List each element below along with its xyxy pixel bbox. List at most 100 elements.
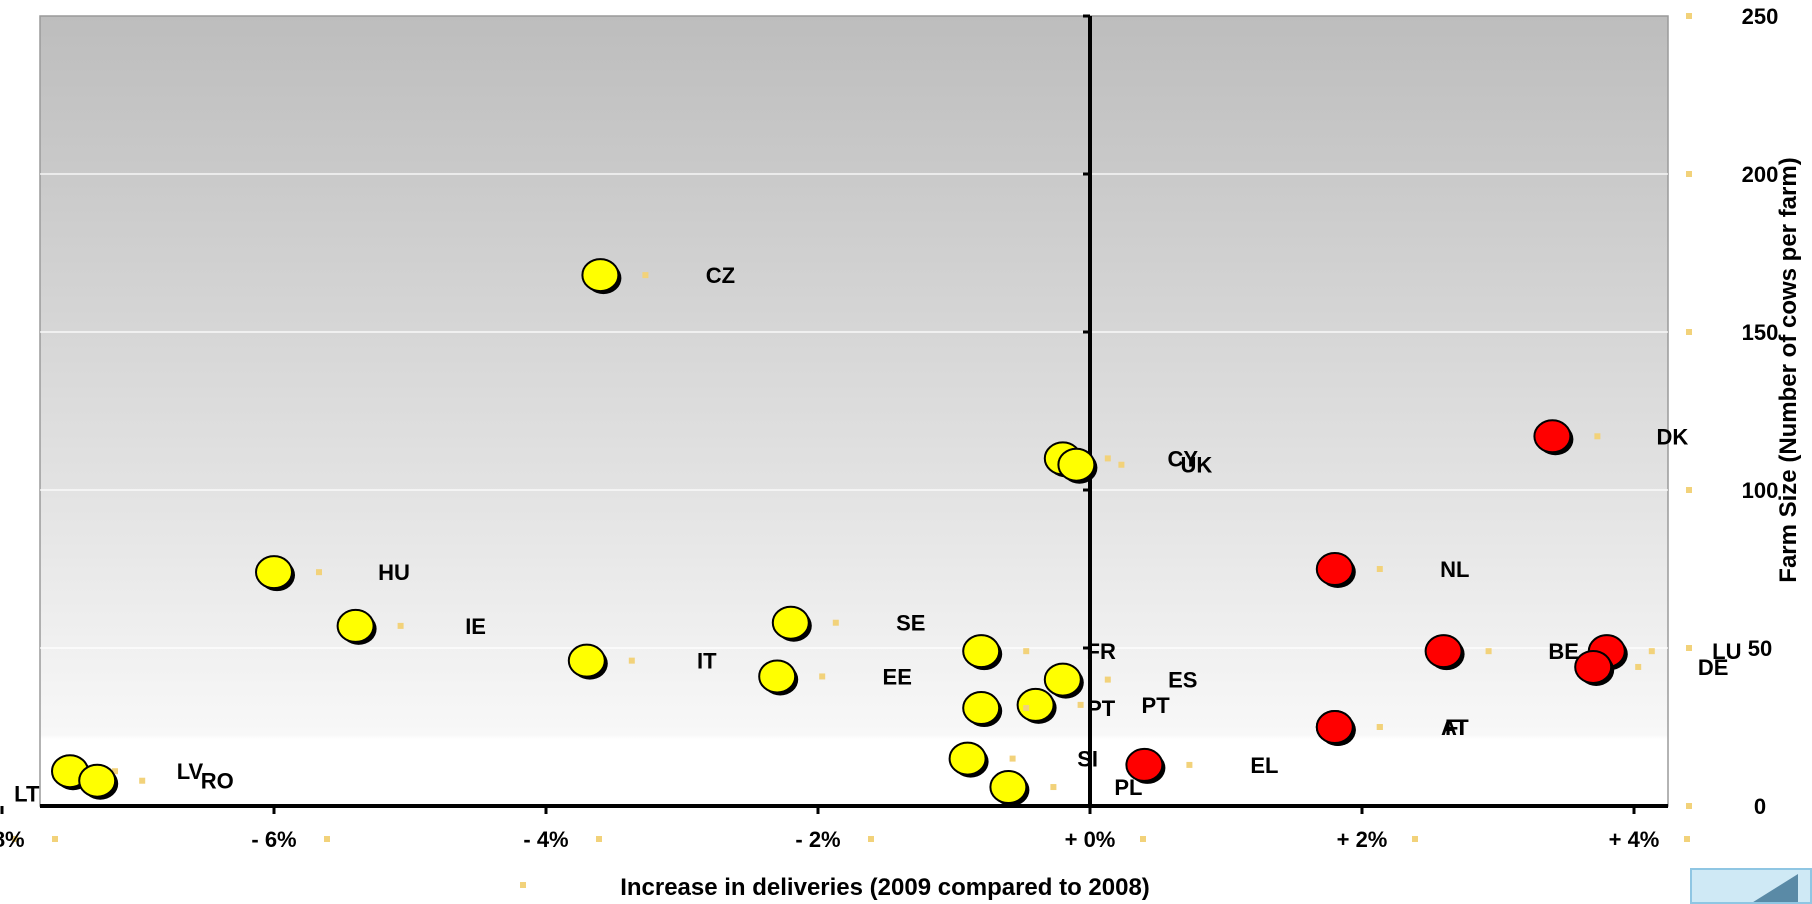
decorative-marker — [1104, 676, 1111, 683]
x-tick-label: - 2% — [795, 827, 840, 852]
point-label: DK — [1657, 424, 1689, 449]
decorative-marker — [1050, 784, 1057, 791]
x-tick-label: + 4% — [1609, 827, 1660, 852]
decorative-marker — [1686, 487, 1692, 493]
decorative-marker — [52, 836, 58, 842]
data-point-marker — [1125, 747, 1164, 782]
data-point — [1574, 649, 1642, 686]
point-label: EL — [1250, 753, 1278, 778]
data-point-marker — [581, 258, 620, 293]
data-point-marker — [758, 659, 797, 694]
decorative-marker — [1594, 433, 1601, 440]
x-tick-label: - 8% — [0, 827, 25, 852]
x-tick-labels: - 18%- 16%- 14%- 12%- 10%- 8%- 6%- 4%- 2… — [0, 827, 1660, 852]
point-label: EE — [883, 664, 912, 689]
point-label: HU — [378, 560, 410, 585]
point-label: PL — [1114, 775, 1142, 800]
point-label: RO — [201, 769, 234, 794]
y-axis-title: Farm Size (Number of cows per farm) — [1775, 157, 1802, 582]
data-point — [1315, 552, 1383, 588]
decorative-marker — [1686, 803, 1692, 809]
data-point — [1533, 419, 1601, 456]
decorative-marker — [868, 836, 874, 842]
data-point — [758, 659, 826, 696]
data-point-marker — [1016, 687, 1055, 722]
data-point — [255, 555, 322, 592]
point-label: FI — [1445, 715, 1465, 740]
point-label: PT — [1142, 693, 1171, 718]
decorative-marker — [832, 619, 839, 626]
decorative-marker — [1077, 701, 1084, 708]
decorative-marker — [1686, 329, 1692, 335]
data-point-marker — [1533, 419, 1572, 454]
data-point-marker — [1043, 662, 1082, 697]
data-points — [51, 258, 1655, 807]
data-point-marker — [1424, 634, 1463, 669]
point-label: LU — [1712, 639, 1741, 664]
point-label: AT — [1441, 715, 1469, 740]
point-label: FR — [1087, 639, 1116, 664]
point-label: BE — [1548, 639, 1579, 664]
arrow-left-icon — [1750, 874, 1798, 902]
decorative-marker — [1684, 836, 1690, 842]
data-point — [336, 608, 404, 645]
point-label: PT — [1087, 696, 1116, 721]
decorative-marker — [1648, 648, 1655, 655]
decorative-marker — [1686, 13, 1692, 19]
decorative-marker — [1023, 648, 1030, 655]
decorative-marker — [397, 622, 404, 629]
decorative-marker — [1686, 645, 1692, 651]
data-point — [1043, 662, 1111, 699]
point-label: CY — [1168, 446, 1199, 471]
x-tick-label: + 2% — [1337, 827, 1388, 852]
decorative-marker — [1140, 836, 1146, 842]
data-point-marker — [962, 691, 1001, 726]
decorative-marker — [1104, 455, 1111, 462]
data-point-marker — [1057, 447, 1096, 482]
decorative-marker — [628, 657, 635, 664]
point-label: CZ — [706, 263, 735, 288]
point-label: UK — [1181, 453, 1213, 478]
point-label: IT — [697, 649, 717, 674]
data-point — [989, 770, 1057, 807]
plot-area — [39, 15, 1669, 807]
data-point-marker — [771, 605, 810, 640]
data-point-marker — [567, 643, 606, 678]
decorative-marker — [316, 569, 322, 576]
y-tick-label: 100 — [1742, 478, 1779, 503]
y-tick-label: 150 — [1742, 320, 1779, 345]
y-tick-label: 250 — [1742, 4, 1779, 29]
point-labels: SKCZCYUKHUIESEEEITFRESPTPTSIPLLVROLTBGDK… — [14, 263, 1741, 806]
data-point-marker — [1315, 710, 1354, 744]
decorative-marker — [520, 882, 526, 888]
decorative-marker — [139, 777, 146, 784]
data-point — [962, 691, 1030, 728]
decorative-marker — [1412, 836, 1418, 842]
decorative-marker — [1376, 724, 1383, 730]
data-point — [1125, 747, 1193, 784]
point-label: LV — [177, 759, 204, 784]
data-point-marker — [1315, 552, 1354, 586]
slide-back-button[interactable] — [1690, 868, 1812, 904]
decorative-marker — [1009, 755, 1016, 762]
data-point — [78, 763, 146, 800]
x-axis-title: Increase in deliveries (2009 compared to… — [620, 874, 1150, 901]
decorative-marker — [1186, 761, 1193, 768]
data-point — [948, 741, 1016, 778]
gridlines — [40, 173, 1668, 649]
decorative-marker — [819, 673, 826, 680]
data-point-marker — [336, 608, 375, 643]
data-point-marker — [962, 634, 1001, 669]
data-point-marker — [1574, 649, 1613, 684]
data-point — [771, 605, 839, 642]
data-point — [1016, 687, 1084, 724]
decorative-marker — [1118, 461, 1125, 468]
data-point-marker — [948, 741, 987, 776]
decorative-marker — [1376, 566, 1383, 572]
decorative-marker — [1023, 705, 1030, 712]
data-point — [567, 643, 635, 680]
data-point — [962, 634, 1030, 671]
data-point — [1424, 634, 1492, 671]
decorative-marker — [1485, 648, 1492, 655]
